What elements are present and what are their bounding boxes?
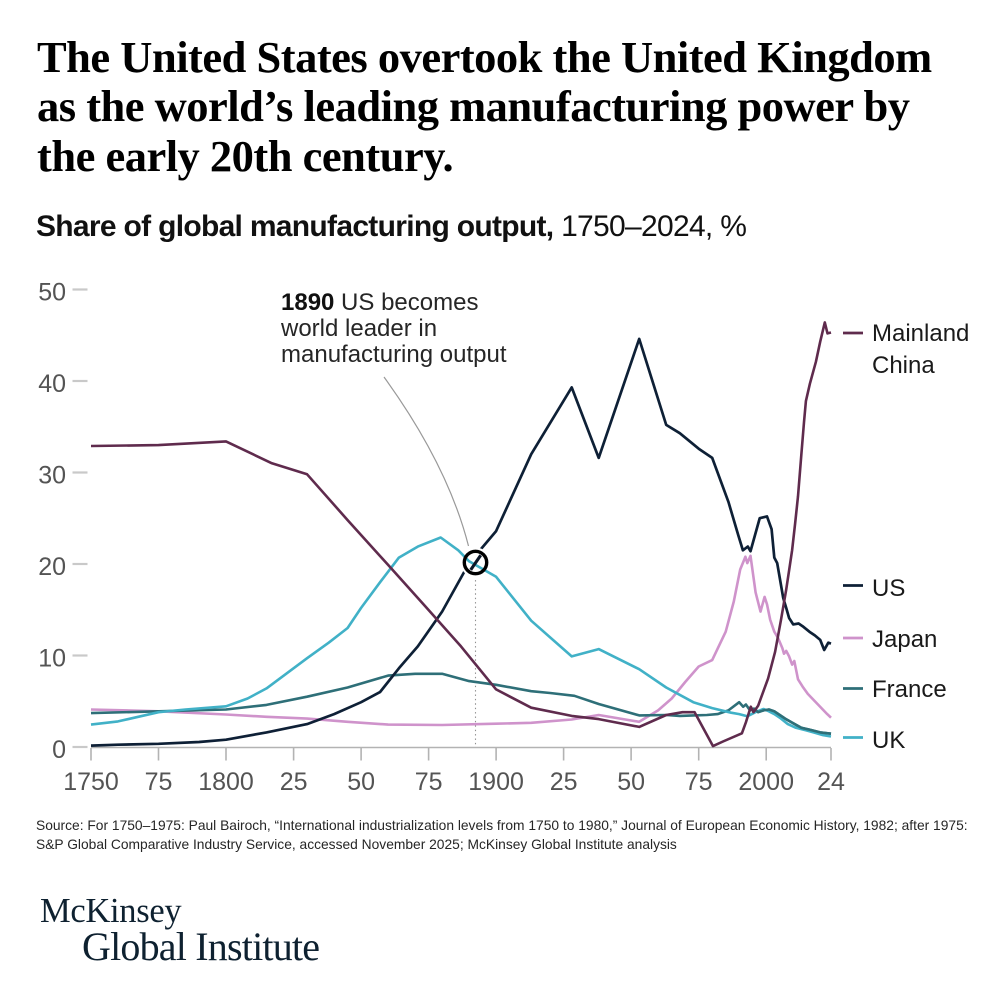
svg-text:UK: UK	[872, 727, 905, 754]
svg-text:China: China	[872, 352, 935, 379]
svg-text:75: 75	[145, 768, 173, 796]
svg-text:10: 10	[38, 645, 66, 673]
svg-text:world leader in: world leader in	[280, 315, 437, 342]
svg-text:France: France	[872, 676, 947, 703]
svg-text:1900: 1900	[468, 768, 524, 796]
svg-text:50: 50	[347, 768, 375, 796]
svg-text:25: 25	[280, 768, 308, 796]
svg-text:25: 25	[550, 768, 578, 796]
svg-text:75: 75	[685, 768, 713, 796]
svg-text:1750: 1750	[63, 768, 119, 796]
svg-text:1890 US becomes: 1890 US becomes	[281, 289, 478, 316]
svg-text:75: 75	[415, 768, 443, 796]
svg-text:50: 50	[617, 768, 645, 796]
svg-text:50: 50	[38, 279, 66, 307]
svg-text:Japan: Japan	[872, 626, 937, 653]
svg-text:20: 20	[38, 553, 66, 581]
svg-text:manufacturing output: manufacturing output	[281, 341, 507, 368]
svg-text:40: 40	[38, 370, 66, 398]
svg-text:Mainland: Mainland	[872, 320, 969, 347]
svg-text:US: US	[872, 575, 905, 602]
svg-text:24: 24	[817, 768, 845, 796]
svg-text:30: 30	[38, 462, 66, 490]
svg-text:2000: 2000	[738, 768, 794, 796]
svg-text:0: 0	[52, 736, 66, 764]
svg-text:1800: 1800	[198, 768, 254, 796]
